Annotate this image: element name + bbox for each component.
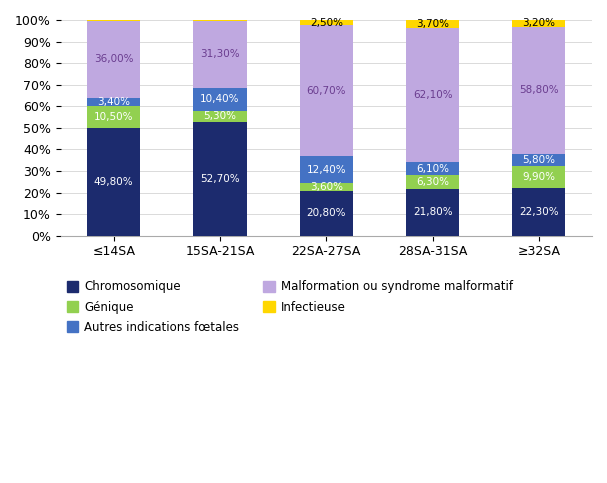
- Text: 2,50%: 2,50%: [310, 18, 343, 28]
- Text: 3,70%: 3,70%: [416, 19, 449, 29]
- Bar: [406, 28, 459, 162]
- Text: 22,30%: 22,30%: [519, 207, 558, 217]
- Text: 21,80%: 21,80%: [413, 207, 452, 217]
- Text: 3,60%: 3,60%: [310, 182, 343, 192]
- Bar: [300, 156, 353, 183]
- Bar: [512, 166, 566, 187]
- Bar: [194, 111, 246, 122]
- Bar: [87, 21, 140, 99]
- Bar: [512, 20, 566, 27]
- Bar: [406, 175, 459, 189]
- Text: 12,40%: 12,40%: [307, 165, 346, 175]
- Text: 52,70%: 52,70%: [200, 174, 240, 184]
- Text: 49,80%: 49,80%: [94, 177, 134, 187]
- Bar: [194, 21, 246, 88]
- Text: 5,80%: 5,80%: [523, 155, 555, 165]
- Text: 10,50%: 10,50%: [94, 112, 134, 122]
- Bar: [87, 99, 140, 106]
- Bar: [406, 162, 459, 175]
- Bar: [87, 128, 140, 236]
- Text: 10,40%: 10,40%: [200, 94, 240, 104]
- Bar: [512, 27, 566, 154]
- Bar: [87, 106, 140, 128]
- Legend: Chromosomique, Génique, Autres indications fœtales, Malformation ou syndrome mal: Chromosomique, Génique, Autres indicatio…: [67, 281, 512, 334]
- Bar: [406, 189, 459, 236]
- Bar: [512, 187, 566, 236]
- Bar: [406, 20, 459, 28]
- Bar: [300, 26, 353, 156]
- Text: 36,00%: 36,00%: [94, 55, 134, 64]
- Text: 3,20%: 3,20%: [523, 18, 555, 28]
- Bar: [194, 122, 246, 236]
- Bar: [300, 191, 353, 236]
- Text: 5,30%: 5,30%: [203, 111, 237, 121]
- Bar: [512, 154, 566, 166]
- Text: 31,30%: 31,30%: [200, 49, 240, 59]
- Text: 3,40%: 3,40%: [97, 97, 131, 107]
- Bar: [87, 20, 140, 21]
- Text: 6,10%: 6,10%: [416, 164, 449, 173]
- Bar: [300, 20, 353, 26]
- Text: 20,80%: 20,80%: [307, 208, 346, 218]
- Bar: [194, 20, 246, 21]
- Text: 58,80%: 58,80%: [519, 85, 558, 95]
- Bar: [300, 183, 353, 191]
- Text: 62,10%: 62,10%: [413, 90, 452, 100]
- Text: 60,70%: 60,70%: [307, 86, 346, 96]
- Text: 6,30%: 6,30%: [416, 177, 449, 187]
- Bar: [194, 88, 246, 111]
- Text: 9,90%: 9,90%: [523, 172, 555, 182]
